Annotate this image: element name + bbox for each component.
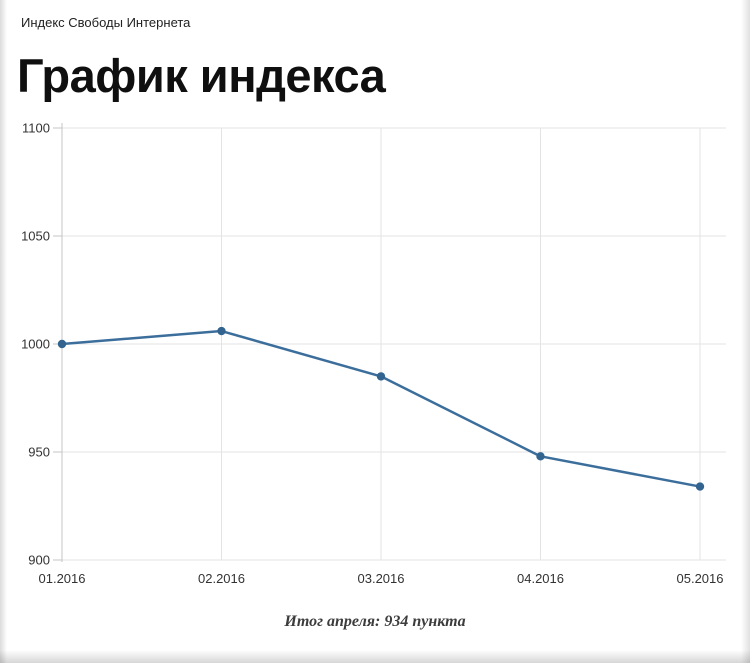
app-title: Индекс Свободы Интернета: [21, 15, 191, 30]
x-axis-label: 01.2016: [39, 571, 86, 586]
data-point: [57, 339, 67, 349]
x-axis-label: 05.2016: [677, 571, 724, 586]
data-point: [695, 482, 705, 491]
left-edge-shadow: [0, 0, 7, 663]
y-axis-label: 1000: [21, 337, 50, 352]
y-axis-label: 900: [28, 553, 50, 568]
y-axis-label: 1050: [21, 229, 50, 244]
chart-caption: Итог апреля: 934 пункта: [284, 613, 466, 630]
data-point: [376, 372, 386, 381]
x-axis-label: 02.2016: [198, 571, 245, 586]
y-axis-label: 1100: [22, 121, 50, 136]
x-axis-label: 03.2016: [358, 571, 405, 586]
y-axis-label: 950: [28, 445, 50, 460]
data-point: [536, 452, 545, 461]
page-title: График индекса: [17, 49, 386, 102]
index-line-chart: 900 950 1000 1050 1100 01.2016 02.2016 03.2016 0…: [21, 121, 726, 586]
right-edge-shadow: [741, 0, 750, 663]
x-axis-label: 04.2016: [517, 571, 564, 586]
bottom-edge-shadow: [0, 650, 750, 663]
data-point: [217, 326, 226, 336]
